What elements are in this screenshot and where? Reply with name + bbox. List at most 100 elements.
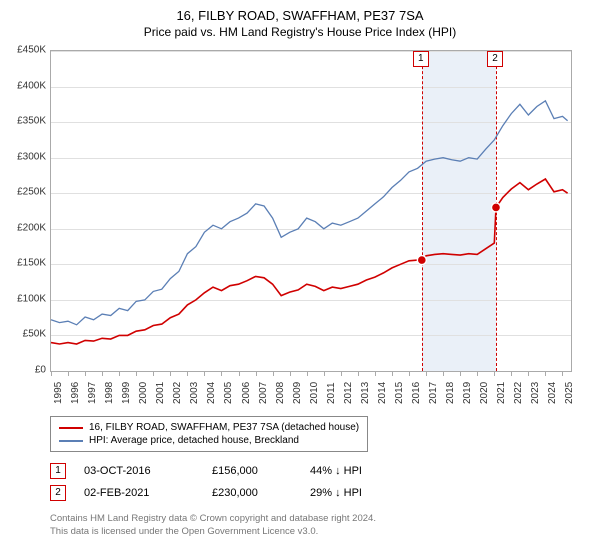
x-tick-label: 2007 [258, 382, 269, 404]
x-tick-label: 2003 [189, 382, 200, 404]
x-tick-mark [528, 371, 529, 376]
y-tick-label: £100K [4, 293, 46, 304]
x-tick-mark [221, 371, 222, 376]
x-tick-label: 2018 [445, 382, 456, 404]
sale-delta: 44% ↓ HPI [310, 465, 400, 477]
y-tick-label: £0 [4, 365, 46, 376]
x-tick-label: 2010 [309, 382, 320, 404]
x-tick-label: 2013 [360, 382, 371, 404]
sales-row: 2 02-FEB-2021 £230,000 29% ↓ HPI [50, 482, 400, 504]
sale-number-box: 2 [487, 51, 503, 67]
legend-item: HPI: Average price, detached house, Brec… [59, 434, 359, 447]
sale-point-marker [417, 256, 426, 265]
y-tick-label: £300K [4, 151, 46, 162]
x-tick-label: 1997 [87, 382, 98, 404]
x-tick-mark [307, 371, 308, 376]
footnote: Contains HM Land Registry data © Crown c… [50, 512, 376, 539]
x-tick-label: 2014 [377, 382, 388, 404]
legend-item: 16, FILBY ROAD, SWAFFHAM, PE37 7SA (deta… [59, 421, 359, 434]
x-tick-mark [136, 371, 137, 376]
x-tick-label: 2008 [275, 382, 286, 404]
x-tick-mark [375, 371, 376, 376]
y-tick-label: £450K [4, 45, 46, 56]
x-tick-mark [51, 371, 52, 376]
sale-point-marker [491, 203, 500, 212]
x-tick-mark [204, 371, 205, 376]
legend: 16, FILBY ROAD, SWAFFHAM, PE37 7SA (deta… [50, 416, 368, 452]
sale-number-box: 1 [413, 51, 429, 67]
x-tick-mark [443, 371, 444, 376]
chart-title: 16, FILBY ROAD, SWAFFHAM, PE37 7SA [0, 0, 600, 23]
sale-delta: 29% ↓ HPI [310, 487, 400, 499]
x-tick-label: 1999 [121, 382, 132, 404]
x-tick-label: 2019 [462, 382, 473, 404]
sale-marker-icon: 1 [50, 463, 66, 479]
x-tick-mark [153, 371, 154, 376]
x-tick-mark [392, 371, 393, 376]
x-tick-label: 2011 [326, 382, 337, 404]
x-tick-label: 2023 [530, 382, 541, 404]
x-tick-mark [511, 371, 512, 376]
x-tick-label: 2022 [513, 382, 524, 404]
x-tick-mark [119, 371, 120, 376]
x-tick-label: 2017 [428, 382, 439, 404]
x-tick-label: 2005 [223, 382, 234, 404]
x-tick-mark [341, 371, 342, 376]
x-tick-mark [290, 371, 291, 376]
sale-marker-icon: 2 [50, 485, 66, 501]
legend-swatch [59, 427, 83, 429]
sale-price: £156,000 [212, 465, 292, 477]
y-tick-label: £200K [4, 222, 46, 233]
x-tick-mark [409, 371, 410, 376]
x-tick-mark [85, 371, 86, 376]
x-tick-mark [170, 371, 171, 376]
x-tick-label: 2001 [155, 382, 166, 404]
series-line [51, 101, 568, 325]
x-tick-label: 1996 [70, 382, 81, 404]
x-tick-label: 2000 [138, 382, 149, 404]
x-tick-label: 2025 [564, 382, 575, 404]
y-tick-label: £150K [4, 258, 46, 269]
x-tick-mark [102, 371, 103, 376]
y-tick-label: £250K [4, 187, 46, 198]
x-tick-label: 2002 [172, 382, 183, 404]
y-tick-label: £350K [4, 116, 46, 127]
x-tick-mark [256, 371, 257, 376]
x-tick-label: 2021 [496, 382, 507, 404]
sales-table: 1 03-OCT-2016 £156,000 44% ↓ HPI 2 02-FE… [50, 460, 400, 504]
footnote-line: This data is licensed under the Open Gov… [50, 525, 376, 538]
x-tick-label: 2024 [547, 382, 558, 404]
series-line [51, 179, 568, 344]
x-tick-mark [324, 371, 325, 376]
x-tick-mark [273, 371, 274, 376]
x-tick-mark [562, 371, 563, 376]
x-tick-mark [68, 371, 69, 376]
x-tick-mark [494, 371, 495, 376]
x-tick-label: 2004 [206, 382, 217, 404]
chart-lines-svg [51, 51, 571, 371]
x-tick-label: 2020 [479, 382, 490, 404]
y-tick-label: £50K [4, 329, 46, 340]
x-tick-label: 2016 [411, 382, 422, 404]
footnote-line: Contains HM Land Registry data © Crown c… [50, 512, 376, 525]
x-tick-mark [187, 371, 188, 376]
x-tick-mark [460, 371, 461, 376]
x-tick-label: 1998 [104, 382, 115, 404]
sale-price: £230,000 [212, 487, 292, 499]
x-tick-mark [545, 371, 546, 376]
x-tick-mark [426, 371, 427, 376]
x-tick-mark [239, 371, 240, 376]
sale-date: 03-OCT-2016 [84, 465, 194, 477]
x-tick-mark [477, 371, 478, 376]
x-tick-mark [358, 371, 359, 376]
legend-swatch [59, 440, 83, 442]
sale-date: 02-FEB-2021 [84, 487, 194, 499]
legend-label: 16, FILBY ROAD, SWAFFHAM, PE37 7SA (deta… [89, 422, 359, 433]
sales-row: 1 03-OCT-2016 £156,000 44% ↓ HPI [50, 460, 400, 482]
x-tick-label: 2006 [241, 382, 252, 404]
chart-subtitle: Price paid vs. HM Land Registry's House … [0, 23, 600, 45]
x-tick-label: 2012 [343, 382, 354, 404]
y-tick-label: £400K [4, 80, 46, 91]
x-tick-label: 1995 [53, 382, 64, 404]
chart-plot-area [50, 50, 572, 372]
